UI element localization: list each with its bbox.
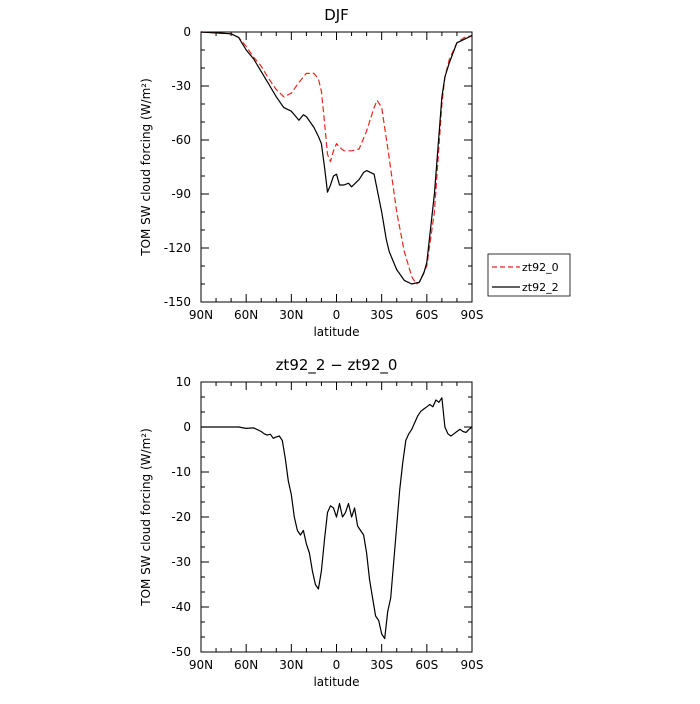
y-tick-label: -150	[164, 295, 191, 309]
y-tick-label: -90	[171, 187, 191, 201]
y-tick-label: -20	[171, 510, 191, 524]
y-axis-label: TOM SW cloud forcing (W/m²)	[139, 428, 153, 607]
x-tick-label: 30S	[370, 658, 393, 672]
legend-label: zt92_0	[522, 261, 559, 274]
y-tick-label: -40	[171, 600, 191, 614]
x-axis-label: latitude	[313, 675, 359, 689]
plot-frame	[200, 31, 473, 303]
chart-title: zt92_2 − zt92_0	[276, 356, 398, 375]
series-line-0	[200, 31, 473, 285]
y-tick-label: 10	[176, 375, 191, 389]
top-plot: DJF 90N 60N 30N 0 30S 60S 90S latitude 0 -30 -60 -90…	[139, 6, 571, 339]
y-tick-label: 0	[183, 25, 191, 39]
y-tick-label: -30	[171, 79, 191, 93]
x-tick-label: 90N	[189, 308, 213, 322]
legend-label: zt92_2	[522, 281, 559, 294]
y-tick-label: 0	[183, 420, 191, 434]
y-tick-label: -50	[171, 645, 191, 659]
x-tick-label: 0	[333, 658, 341, 672]
x-tick-label: 60N	[234, 658, 258, 672]
x-axis-label: latitude	[313, 325, 359, 339]
x-tick-label: 0	[333, 308, 341, 322]
x-tick-label: 30N	[279, 658, 303, 672]
y-tick-label: -60	[171, 133, 191, 147]
x-tick-label: 60S	[415, 308, 438, 322]
x-tick-label: 30N	[279, 308, 303, 322]
legend-box	[487, 253, 571, 297]
x-tick-label: 30S	[370, 308, 393, 322]
y-tick-label: -120	[164, 241, 191, 255]
series-line-0	[201, 397, 473, 640]
y-tick-label: -30	[171, 555, 191, 569]
y-axis-label: TOM SW cloud forcing (W/m²)	[139, 78, 153, 257]
x-tick-label: 60N	[234, 308, 258, 322]
x-tick-label: 60S	[415, 658, 438, 672]
chart-title: DJF	[324, 6, 349, 24]
x-tick-label: 90S	[461, 308, 484, 322]
series-line-1	[200, 31, 473, 285]
x-tick-label: 90N	[189, 658, 213, 672]
bottom-plot: zt92_2 − zt92_0 90N 60N 30N 0 30S 60S 90S latitu…	[139, 356, 483, 689]
y-tick-label: -10	[171, 465, 191, 479]
x-tick-label: 90S	[461, 658, 484, 672]
